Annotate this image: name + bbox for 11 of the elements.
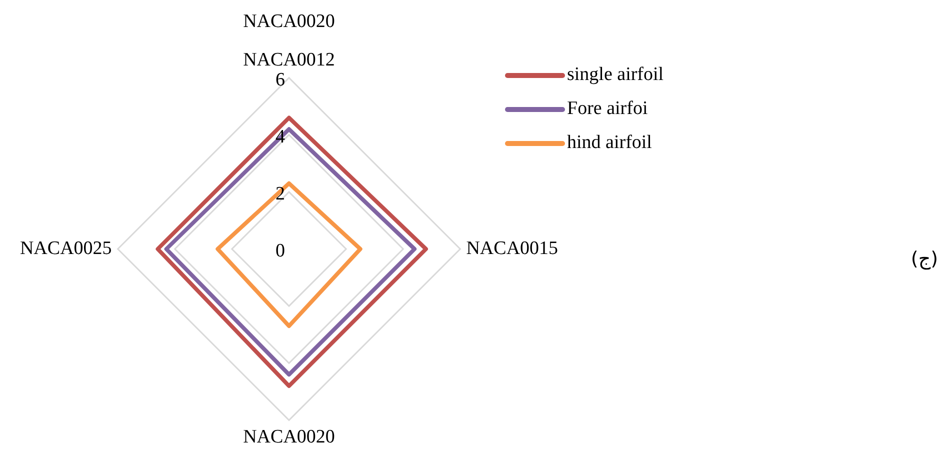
spoke-label: NACA0015 — [466, 238, 558, 259]
y-tick-label: 0 — [276, 240, 285, 262]
spoke-label: NACA0025 — [20, 238, 112, 259]
spoke-label: NACA0012 — [243, 49, 335, 70]
legend-label: Fore airfoi — [567, 98, 648, 119]
legend-label: hind airfoil — [567, 132, 652, 153]
chart-title: NACA0020 — [243, 10, 335, 32]
spoke-label: NACA0020 — [243, 426, 335, 448]
legend-label: single airfoil — [567, 64, 664, 85]
text: (ج) — [910, 248, 938, 270]
y-tick-label: 6 — [276, 69, 285, 90]
